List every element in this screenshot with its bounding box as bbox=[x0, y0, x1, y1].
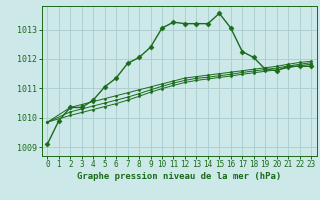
X-axis label: Graphe pression niveau de la mer (hPa): Graphe pression niveau de la mer (hPa) bbox=[77, 172, 281, 181]
